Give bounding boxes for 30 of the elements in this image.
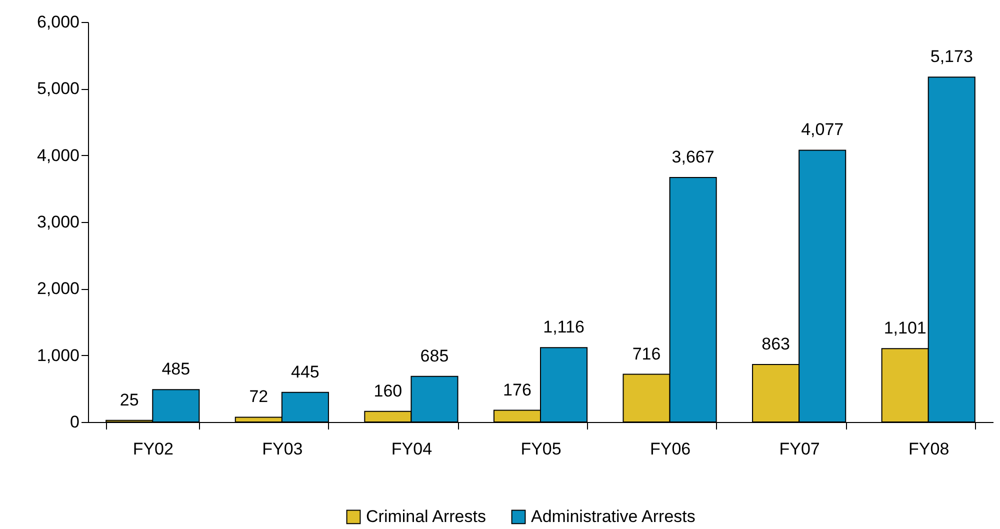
y-tick-label: 3,000: [36, 212, 80, 232]
y-tick-label: 2,000: [36, 279, 80, 298]
x-tick-label: FY04: [391, 440, 432, 458]
data-label: 445: [291, 362, 320, 382]
data-label: 160: [374, 381, 402, 400]
legend-label: Administrative Arrests: [531, 506, 696, 526]
data-label: 716: [632, 344, 661, 364]
x-tick-label: FY03: [262, 440, 303, 458]
x-tick-label: FY06: [650, 440, 691, 458]
y-tick-label: 1,000: [36, 346, 80, 365]
data-label: 176: [503, 380, 532, 400]
x-tick-label: FY08: [908, 440, 950, 458]
x-tick-label: FY02: [132, 440, 174, 458]
data-label: 4,077: [801, 120, 844, 140]
data-label: 3,667: [672, 148, 714, 167]
y-tick-label: 4,000: [36, 146, 80, 165]
data-label: 25: [120, 390, 139, 410]
y-tick-label: 0: [70, 412, 80, 432]
data-label: 863: [762, 334, 790, 354]
data-label: 685: [420, 346, 449, 366]
x-tick-label: FY07: [779, 440, 820, 458]
data-label: 485: [162, 360, 190, 379]
data-label: 5,173: [930, 47, 973, 66]
data-label: 1,101: [884, 318, 926, 338]
data-label: 1,116: [543, 318, 584, 337]
legend-label: Criminal Arrests: [366, 506, 486, 526]
y-tick-label: 5,000: [36, 79, 80, 98]
x-tick-label: FY05: [520, 440, 562, 458]
y-tick-label: 6,000: [36, 12, 80, 32]
data-label: 72: [249, 387, 268, 406]
